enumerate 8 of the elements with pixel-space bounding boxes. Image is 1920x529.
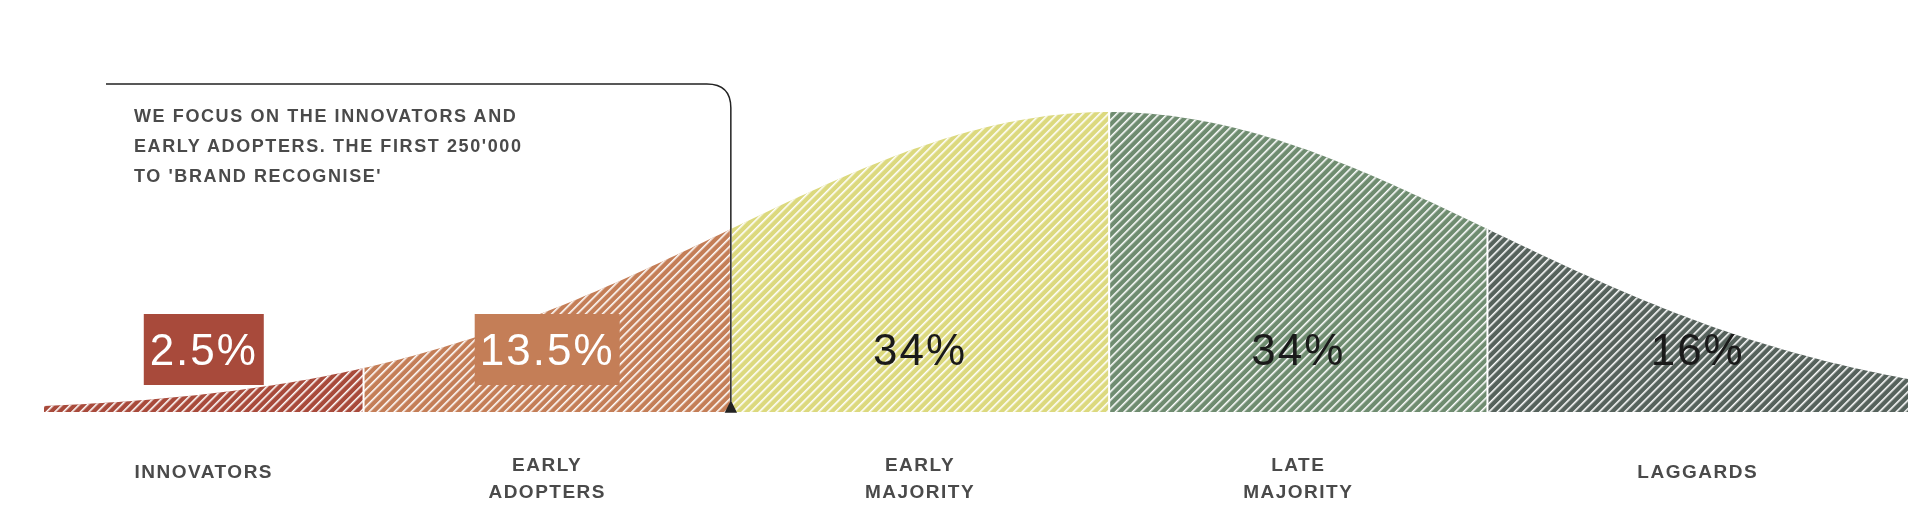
category-label: LATE MAJORITY [1243,454,1354,502]
category-label: EARLY MAJORITY [864,454,976,502]
category-label: INNOVATORS [134,461,274,482]
text: WE FOCUS ON THE INNOVATORS AND EARLY ADOPTERS. THE FIRST 250'000 TO 'BRAND RECOGNISE' [134,106,523,186]
data-label: 13.5% [479,325,615,374]
category-label: LAGGARDS [1637,461,1759,482]
data-label: 2.5% [149,325,258,374]
category-label: EARLY ADOPTERS [488,454,606,502]
